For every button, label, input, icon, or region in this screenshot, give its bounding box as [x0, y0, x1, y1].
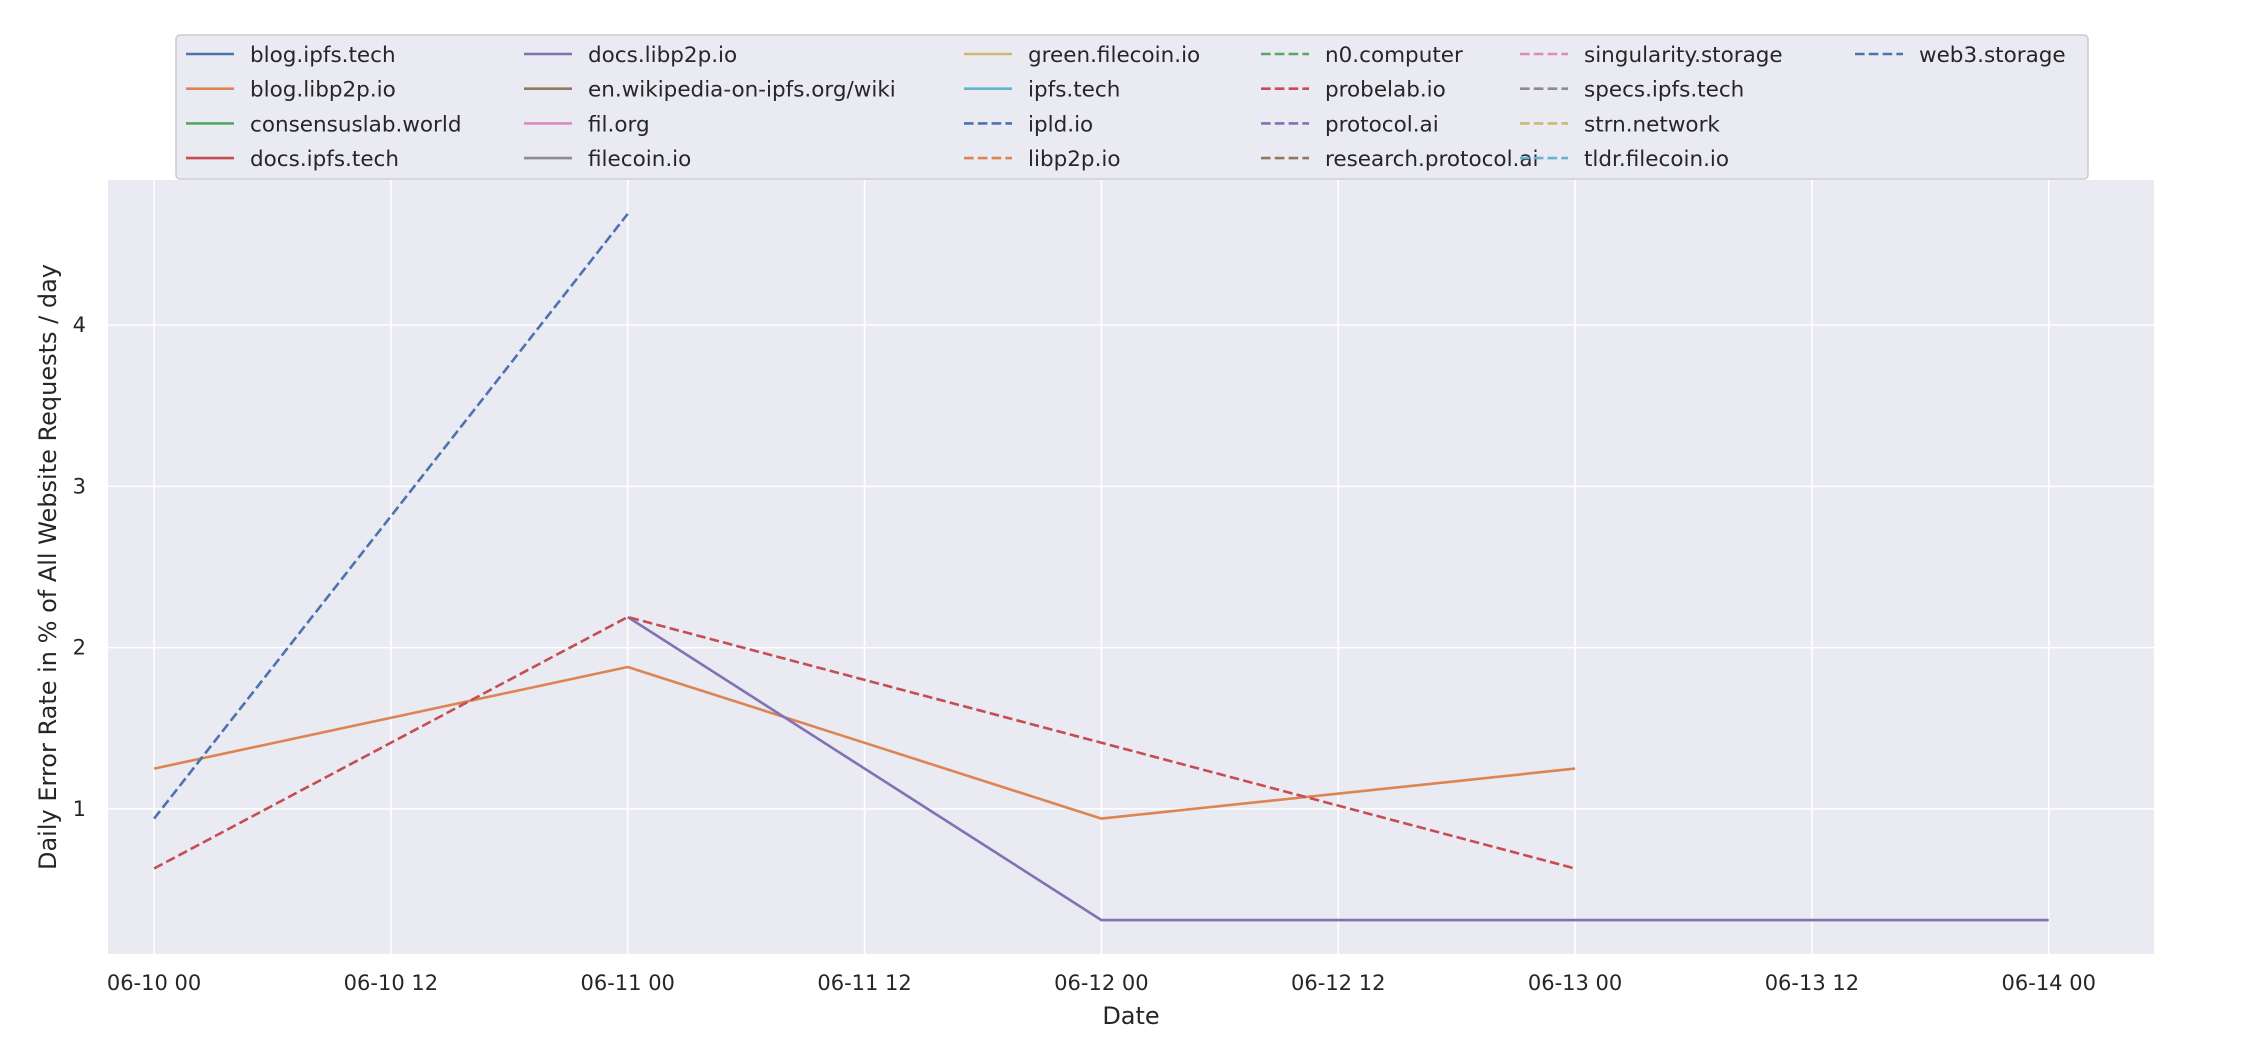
x-tick-label: 06-13 12 [1765, 971, 1859, 995]
legend-item: singularity.storage [1520, 43, 1783, 68]
legend-label: blog.libp2p.io [250, 78, 396, 103]
series-line-blog-libp2p-io [153, 665, 1576, 820]
legend-label: web3.storage [1919, 43, 2066, 68]
legend-label: en.wikipedia-on-ipfs.org/wiki [588, 78, 896, 103]
legend-label: fil.org [588, 112, 650, 137]
y-tick-labels: 1 2 3 4 [73, 313, 86, 821]
y-axis-label: Daily Error Rate in % of All Website Req… [34, 264, 62, 870]
y-tick-label: 1 [73, 797, 86, 821]
legend-label: ipld.io [1028, 112, 1093, 137]
legend-item: web3.storage [1855, 43, 2066, 68]
x-tick-label: 06-10 00 [107, 971, 201, 995]
legend-item: libp2p.io [964, 147, 1121, 172]
legend-item: tldr.filecoin.io [1520, 147, 1729, 172]
x-tick-label: 06-13 00 [1528, 971, 1622, 995]
series-line-docs-libp2p-io [626, 615, 2049, 922]
legend-label: docs.ipfs.tech [250, 147, 399, 172]
legend-label: libp2p.io [1028, 147, 1121, 172]
legend-label: strn.network [1584, 112, 1720, 137]
legend-label: n0.computer [1325, 43, 1463, 68]
x-axis-label: Date [1102, 1002, 1159, 1030]
x-tick-labels: 06-10 00 06-10 12 06-11 00 06-11 12 06-12 00… [107, 971, 2096, 995]
legend-item: strn.network [1520, 112, 1720, 137]
legend-item: ipld.io [964, 112, 1093, 137]
x-tick-label: 06-12 12 [1291, 971, 1385, 995]
y-tick-label: 3 [73, 474, 86, 498]
legend-label: protocol.ai [1325, 112, 1439, 137]
legend-label: ipfs.tech [1028, 78, 1120, 103]
y-tick-label: 2 [73, 636, 86, 660]
legend-label: filecoin.io [588, 147, 691, 172]
legend-label: consensuslab.world [250, 112, 462, 137]
legend-label: blog.ipfs.tech [250, 43, 396, 68]
legend-label: specs.ipfs.tech [1584, 78, 1744, 103]
legend-label: docs.libp2p.io [588, 43, 737, 68]
series-lines [153, 213, 2049, 922]
legend-item: consensuslab.world [186, 112, 462, 137]
series-line-probelab-io [153, 615, 1576, 870]
legend-item: protocol.ai [1261, 112, 1439, 137]
x-tick-label: 06-11 00 [581, 971, 675, 995]
x-tick-label: 06-10 12 [344, 971, 438, 995]
legend-item: probelab.io [1261, 78, 1446, 103]
grid-lines [108, 180, 2154, 954]
legend-item: n0.computer [1261, 43, 1463, 68]
legend-item: docs.ipfs.tech [186, 147, 399, 172]
legend: blog.ipfs.tech blog.libp2p.io consensuslab… [175, 34, 2089, 180]
legend-item: specs.ipfs.tech [1520, 78, 1744, 103]
legend-label: probelab.io [1325, 78, 1446, 103]
series-line-ipld-io [153, 213, 629, 820]
x-tick-label: 06-11 12 [817, 971, 911, 995]
legend-item: filecoin.io [524, 147, 691, 172]
x-tick-label: 06-14 00 [2002, 971, 2096, 995]
legend-item: docs.libp2p.io [524, 43, 737, 68]
plot-area [108, 180, 2154, 954]
legend-item: green.filecoin.io [964, 43, 1200, 68]
legend-label: research.protocol.ai [1325, 147, 1539, 172]
legend-box [175, 34, 2089, 180]
legend-item: ipfs.tech [964, 78, 1120, 103]
legend-label: singularity.storage [1584, 43, 1783, 68]
legend-item: research.protocol.ai [1261, 147, 1539, 172]
x-tick-label: 06-12 00 [1054, 971, 1148, 995]
legend-item: fil.org [524, 112, 650, 137]
legend-item: blog.ipfs.tech [186, 43, 396, 68]
legend-item: blog.libp2p.io [186, 78, 396, 103]
legend-item: en.wikipedia-on-ipfs.org/wiki [524, 78, 896, 103]
y-tick-label: 4 [73, 313, 86, 337]
legend-label: tldr.filecoin.io [1584, 147, 1729, 172]
legend-label: green.filecoin.io [1028, 43, 1200, 68]
